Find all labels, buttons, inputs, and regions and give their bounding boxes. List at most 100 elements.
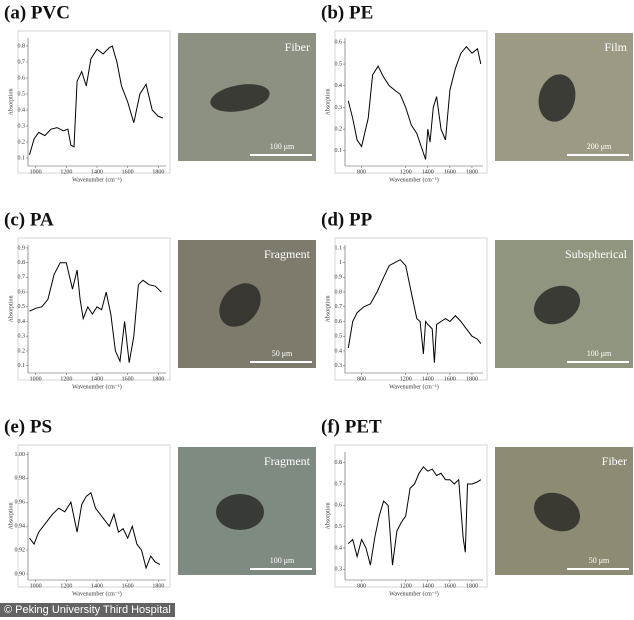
plot-frame [17, 30, 171, 174]
x-tick-label: 800 [357, 376, 366, 382]
spectrum-line [347, 45, 482, 160]
y-tick-label: 0.8 [18, 260, 26, 266]
panel-title: (d) PP [321, 209, 373, 230]
particle [210, 84, 270, 112]
spectrum-line [347, 466, 482, 566]
y-tick-label: 0.6 [335, 503, 343, 509]
y-tick-label: 0.4 [335, 545, 343, 551]
scale-bar-label: 200 μm [587, 142, 612, 151]
y-tick-label: 0.3 [18, 123, 26, 129]
panel: (f) PET 0.3 0.4 0.5 0.6 0.7 0.8 800 1200 1400 1600… [321, 416, 633, 597]
image-label: Fragment [264, 247, 311, 261]
particle [216, 494, 264, 530]
x-axis-label: Wavenumber (cm⁻¹) [72, 590, 122, 597]
y-axis-label: Absorption [325, 89, 331, 116]
particle [533, 285, 581, 325]
y-tick-label: 0.4 [335, 83, 343, 89]
y-tick-label: 0.6 [335, 40, 343, 46]
image-label: Film [604, 40, 627, 54]
x-tick-label: 1200 [60, 583, 72, 589]
x-tick-label: 1800 [466, 583, 478, 589]
y-tick-label: 0.7 [18, 275, 26, 281]
y-tick-label: 0.1 [18, 155, 26, 161]
x-tick-label: 1800 [152, 583, 164, 589]
y-tick-label: 0.2 [18, 139, 26, 145]
particle [538, 74, 576, 122]
y-tick-label: 1.00 [15, 452, 26, 458]
plot-frame [334, 30, 488, 174]
y-tick-label: 0.5 [335, 334, 343, 340]
y-axis-label: Absorption [325, 503, 331, 530]
y-tick-label: 0.1 [18, 363, 26, 369]
y-tick-label: 0.5 [335, 61, 343, 67]
x-axis-label: Wavenumber (cm⁻¹) [389, 590, 439, 597]
x-tick-label: 1000 [30, 169, 42, 175]
x-tick-label: 1800 [152, 169, 164, 175]
y-tick-label: 0.96 [15, 500, 26, 506]
panel-title: (b) PE [321, 2, 373, 23]
x-tick-label: 1200 [60, 169, 72, 175]
y-tick-label: 0.5 [18, 304, 26, 310]
spectrum-line [347, 259, 482, 363]
y-tick-label: 0.3 [335, 363, 343, 369]
x-axis-label: Wavenumber (cm⁻¹) [72, 383, 122, 390]
y-axis-label: Absorption [8, 296, 14, 323]
x-tick-label: 800 [357, 583, 366, 589]
particle [533, 492, 581, 532]
y-tick-label: 0.4 [335, 348, 343, 354]
panel: (b) PE 0.1 0.2 0.3 0.4 0.5 0.6 800 1200 1400 1600 1… [321, 2, 633, 183]
y-tick-label: 0.98 [15, 476, 26, 482]
y-tick-label: 0.90 [15, 571, 26, 577]
x-tick-label: 1600 [444, 169, 456, 175]
x-tick-label: 1200 [400, 376, 412, 382]
y-tick-label: 1.1 [335, 245, 343, 251]
x-tick-label: 1800 [152, 376, 164, 382]
x-tick-label: 1200 [400, 169, 412, 175]
x-tick-label: 1800 [466, 376, 478, 382]
plot-frame [334, 444, 488, 588]
x-tick-label: 1400 [422, 169, 434, 175]
panel-title: (f) PET [321, 416, 382, 437]
x-tick-label: 1000 [30, 583, 42, 589]
y-axis-label: Absorption [325, 296, 331, 323]
x-tick-label: 1600 [444, 583, 456, 589]
y-tick-label: 0.2 [335, 126, 343, 132]
x-tick-label: 800 [357, 169, 366, 175]
scale-bar-label: 100 μm [270, 142, 295, 151]
y-tick-label: 0.2 [18, 348, 26, 354]
scale-bar-label: 50 μm [272, 349, 293, 358]
x-tick-label: 1600 [444, 376, 456, 382]
spectrum-line [29, 491, 161, 570]
panel: (d) PP 0.3 0.4 0.5 0.6 0.7 0.8 0.9 1 1.1 800 1200 14… [321, 209, 633, 390]
y-tick-label: 0.6 [18, 289, 26, 295]
plot-frame [334, 237, 488, 381]
panel-title: (c) PA [4, 209, 54, 230]
y-tick-label: 0.8 [335, 460, 343, 466]
x-tick-label: 1600 [122, 169, 134, 175]
x-tick-label: 1400 [91, 583, 103, 589]
image-label: Subspherical [565, 247, 628, 261]
y-axis-label: Absorption [8, 503, 14, 530]
x-axis-label: Wavenumber (cm⁻¹) [389, 176, 439, 183]
y-tick-label: 0.94 [15, 524, 26, 530]
x-tick-label: 1400 [91, 169, 103, 175]
y-tick-label: 0.7 [335, 481, 343, 487]
scale-bar-label: 100 μm [270, 556, 295, 565]
x-tick-label: 1400 [422, 583, 434, 589]
y-tick-label: 0.3 [335, 105, 343, 111]
y-tick-label: 0.4 [18, 319, 26, 325]
y-tick-label: 0.8 [335, 289, 343, 295]
x-tick-label: 1400 [422, 376, 434, 382]
y-tick-label: 0.9 [18, 245, 26, 251]
y-tick-label: 0.92 [15, 547, 26, 553]
y-tick-label: 0.5 [18, 91, 26, 97]
y-tick-label: 0.1 [335, 148, 343, 154]
x-axis-label: Wavenumber (cm⁻¹) [72, 176, 122, 183]
scale-bar-label: 100 μm [587, 349, 612, 358]
spectrum-line [29, 262, 162, 364]
x-tick-label: 1000 [30, 376, 42, 382]
y-tick-label: 0.9 [335, 275, 343, 281]
x-tick-label: 1600 [122, 376, 134, 382]
panel: (e) PS 0.90 0.92 0.94 0.96 0.98 1.00 1000 1200 14… [4, 416, 316, 597]
